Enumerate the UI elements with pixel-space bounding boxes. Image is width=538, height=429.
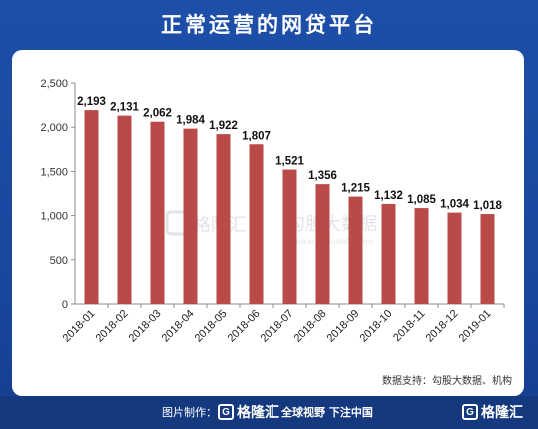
bar <box>117 115 132 304</box>
bar-value-label: 1,922 <box>209 120 238 132</box>
credit-label: 图片制作： <box>162 406 217 419</box>
bar <box>315 184 330 304</box>
bar-value-label: 1,132 <box>374 190 403 202</box>
bar-value-label: 1,356 <box>308 170 337 182</box>
x-tick-label: 2018-05 <box>193 308 230 345</box>
chart-panel: 格隆汇 勾股大数据 www.gogudata.com 0 500 1,000 1,50… <box>12 50 524 396</box>
x-tick-label: 2018-12 <box>424 308 461 345</box>
x-tick-label: 2018-11 <box>391 308 427 344</box>
watermark-right-text: 勾股大数据 <box>287 214 377 235</box>
bar <box>480 214 495 304</box>
bar-value-label: 1,085 <box>407 194 436 206</box>
bar-chart: 格隆汇 勾股大数据 www.gogudata.com 0 500 1,000 1,50… <box>40 78 512 387</box>
bar-value-label: 2,193 <box>77 96 106 108</box>
bar <box>150 121 165 304</box>
x-tick-label: 2018-07 <box>259 308 296 345</box>
y-tick-label: 2,500 <box>40 78 68 90</box>
x-tick-label: 2018-03 <box>127 308 164 345</box>
source-note: 数据支持：勾股大数据、机构 <box>382 374 512 387</box>
x-tick-labels: 2018-012018-022018-032018-042018-052018-… <box>61 308 494 345</box>
bar-value-label: 2,131 <box>110 102 139 114</box>
x-tick-label: 2018-06 <box>226 308 263 345</box>
footer-bar <box>0 396 538 429</box>
bar-value-label: 1,215 <box>341 183 370 195</box>
watermark-left: 格隆汇 <box>165 210 247 236</box>
bar-value-label: 1,807 <box>242 130 271 142</box>
value-labels: 2,193 2,131 2,062 1,984 1,922 1,807 1,521 1,356… <box>77 96 502 212</box>
x-tick-label: 2018-10 <box>358 308 395 345</box>
footer-logo-right-text: 格隆汇 <box>481 405 523 421</box>
y-tick-label: 500 <box>50 255 68 267</box>
bar <box>84 110 99 305</box>
y-tick-label: 1,000 <box>40 211 68 223</box>
axes: 0 500 1,000 1,500 2,000 2,500 <box>40 78 505 311</box>
page-title: 正常运营的网贷平台 <box>161 13 377 37</box>
x-tick-label: 2018-04 <box>160 308 197 345</box>
watermark-right-url: www.gogudata.com <box>294 237 373 246</box>
bar <box>282 169 297 304</box>
bar <box>216 134 231 304</box>
bar-value-label: 1,984 <box>176 115 205 127</box>
x-tick-label: 2018-01 <box>61 308 98 345</box>
footer-slogan: 全球视野 下注中国 <box>281 406 373 419</box>
bar-value-label: 1,034 <box>440 199 469 211</box>
x-tick-label: 2018-02 <box>94 308 131 345</box>
footer-logo-right: G 格隆汇 <box>462 402 523 422</box>
bar-value-label: 1,018 <box>473 200 502 212</box>
bar <box>381 203 396 304</box>
x-tick-label: 2019-01 <box>457 308 494 345</box>
footer-divider <box>272 404 273 418</box>
y-tick-label: 1,500 <box>40 166 68 178</box>
bar-value-label: 1,521 <box>275 156 304 168</box>
bars <box>84 110 495 305</box>
bar <box>249 144 264 304</box>
y-tick-label: 0 <box>62 299 68 311</box>
y-tick-label: 2,000 <box>40 122 68 134</box>
bar <box>447 212 462 304</box>
x-tick-label: 2018-08 <box>292 308 329 345</box>
bar <box>414 208 429 304</box>
logo-g-icon: G <box>218 404 234 420</box>
logo-g-icon-right: G <box>462 404 478 420</box>
watermark-right: 勾股大数据 www.gogudata.com <box>287 214 377 246</box>
footer-logo-text: 格隆汇 <box>237 405 279 421</box>
footer-logo: G 格隆汇 <box>218 402 279 422</box>
bar-value-label: 2,062 <box>143 108 172 120</box>
bar <box>348 196 363 304</box>
bar <box>183 128 198 304</box>
x-tick-label: 2018-09 <box>325 308 362 345</box>
